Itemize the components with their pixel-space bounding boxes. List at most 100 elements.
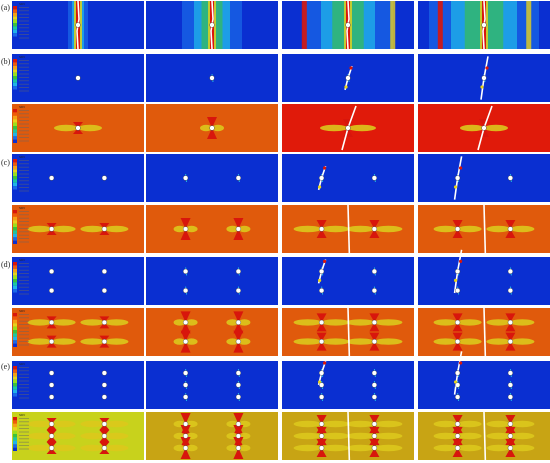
hole	[319, 421, 325, 427]
hole	[319, 445, 325, 451]
hole	[371, 433, 378, 439]
contour-panel: SDV	[12, 0, 144, 50]
hole	[48, 394, 55, 400]
hole	[481, 75, 487, 81]
hole	[235, 421, 242, 427]
hole	[345, 125, 351, 131]
hole	[209, 22, 215, 28]
contour-panel	[418, 249, 550, 305]
hole	[235, 382, 242, 388]
row-label-b: (b)	[1, 57, 11, 66]
hole	[455, 370, 461, 376]
hole	[319, 268, 325, 275]
hole	[507, 421, 514, 427]
contour-panel	[418, 204, 550, 254]
contour-panel: SDV	[12, 205, 144, 253]
hole	[371, 370, 378, 376]
panel-background	[282, 154, 414, 202]
hole	[371, 339, 378, 345]
panel-background	[418, 361, 550, 409]
contour-panel	[418, 351, 550, 409]
hole	[235, 394, 242, 400]
panel-background	[282, 257, 414, 305]
hole	[455, 319, 461, 326]
hole	[507, 175, 514, 181]
hole	[481, 22, 487, 28]
hole	[371, 268, 378, 275]
hole	[183, 445, 189, 451]
hole	[319, 382, 325, 388]
hole	[371, 319, 378, 326]
hole	[507, 370, 514, 376]
hole	[101, 433, 108, 439]
panel-background	[146, 308, 278, 356]
hole	[183, 268, 189, 275]
contour-panel: SDV	[12, 257, 144, 305]
hole	[507, 433, 514, 439]
contour-panel	[282, 154, 414, 202]
hole	[455, 226, 461, 232]
hole	[101, 382, 108, 388]
hole	[183, 394, 189, 400]
hole	[319, 175, 325, 181]
hole	[371, 175, 378, 181]
hole	[455, 175, 461, 181]
hole	[101, 370, 108, 376]
hole	[455, 268, 461, 275]
hole	[371, 288, 378, 294]
hole	[371, 394, 378, 400]
legend-tag: SDV	[19, 155, 25, 159]
hole	[209, 125, 215, 131]
hole	[183, 339, 189, 345]
hole	[183, 288, 189, 294]
contour-panel	[146, 205, 278, 253]
legend-tag: SDV	[19, 362, 25, 366]
hole	[101, 421, 108, 427]
hole	[101, 445, 108, 451]
hole	[371, 226, 378, 232]
contour-panel	[418, 307, 550, 357]
contour-panel: SDV	[12, 154, 144, 202]
hole	[507, 288, 514, 294]
hole	[319, 370, 325, 376]
hole	[455, 433, 461, 439]
hole	[455, 445, 461, 451]
hole	[235, 433, 242, 439]
contour-panel: SDV	[12, 412, 144, 460]
hole	[319, 394, 325, 400]
hole	[235, 268, 242, 275]
contour-panel	[282, 204, 414, 254]
hole	[48, 268, 55, 275]
contour-panel	[146, 54, 278, 102]
contour-panel	[418, 154, 550, 202]
hole	[48, 433, 55, 439]
hole	[101, 175, 108, 181]
hole	[507, 394, 514, 400]
panel-background	[282, 361, 414, 409]
hole	[75, 22, 81, 28]
hole	[235, 175, 242, 181]
panel-background	[146, 361, 278, 409]
hole	[183, 319, 189, 326]
contour-panel: SDV	[12, 104, 144, 152]
panel-background	[146, 205, 278, 253]
panel-background	[146, 412, 278, 460]
contour-panel	[146, 0, 278, 50]
crack-line	[483, 307, 487, 357]
contour-panel	[418, 0, 550, 50]
contour-panel: SDV	[12, 361, 144, 409]
legend-tag: SDV	[19, 105, 25, 109]
contour-panel	[146, 308, 278, 356]
hole	[209, 75, 215, 81]
hole	[455, 382, 461, 388]
hole	[48, 382, 55, 388]
hole	[507, 445, 514, 451]
hole	[101, 226, 108, 232]
crack-line	[347, 307, 351, 357]
panel-background	[12, 154, 144, 202]
legend-tag: SDV	[19, 413, 25, 417]
hole	[48, 339, 55, 345]
hole	[101, 288, 108, 294]
legend-tag: SDV	[19, 258, 25, 262]
legend-tag: SDV	[19, 206, 25, 210]
